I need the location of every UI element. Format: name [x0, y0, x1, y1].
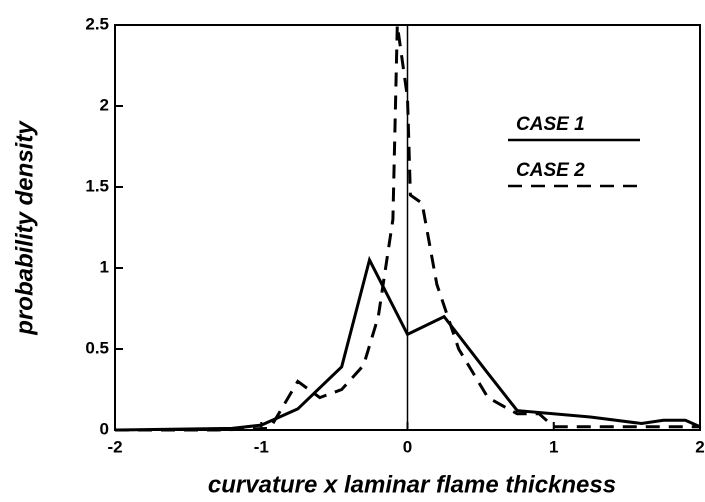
y-tick-label: 2	[100, 95, 109, 114]
y-axis-label: probability density	[11, 120, 38, 336]
x-tick-label: 1	[549, 437, 558, 456]
y-tick-label: 2.5	[85, 14, 109, 33]
x-axis-label: curvature x laminar flame thickness	[208, 471, 616, 498]
x-tick-label: 2	[695, 437, 704, 456]
legend-label: CASE 2	[516, 160, 585, 181]
y-tick-label: 1.5	[85, 176, 109, 195]
legend-label: CASE 1	[516, 114, 585, 135]
x-tick-label: 0	[403, 437, 412, 456]
y-tick-label: 0	[100, 419, 109, 438]
x-tick-label: -1	[254, 437, 269, 456]
y-tick-label: 1	[100, 257, 109, 276]
series-line	[115, 24, 700, 432]
x-tick-label: -2	[107, 437, 122, 456]
y-tick-label: 0.5	[85, 338, 109, 357]
